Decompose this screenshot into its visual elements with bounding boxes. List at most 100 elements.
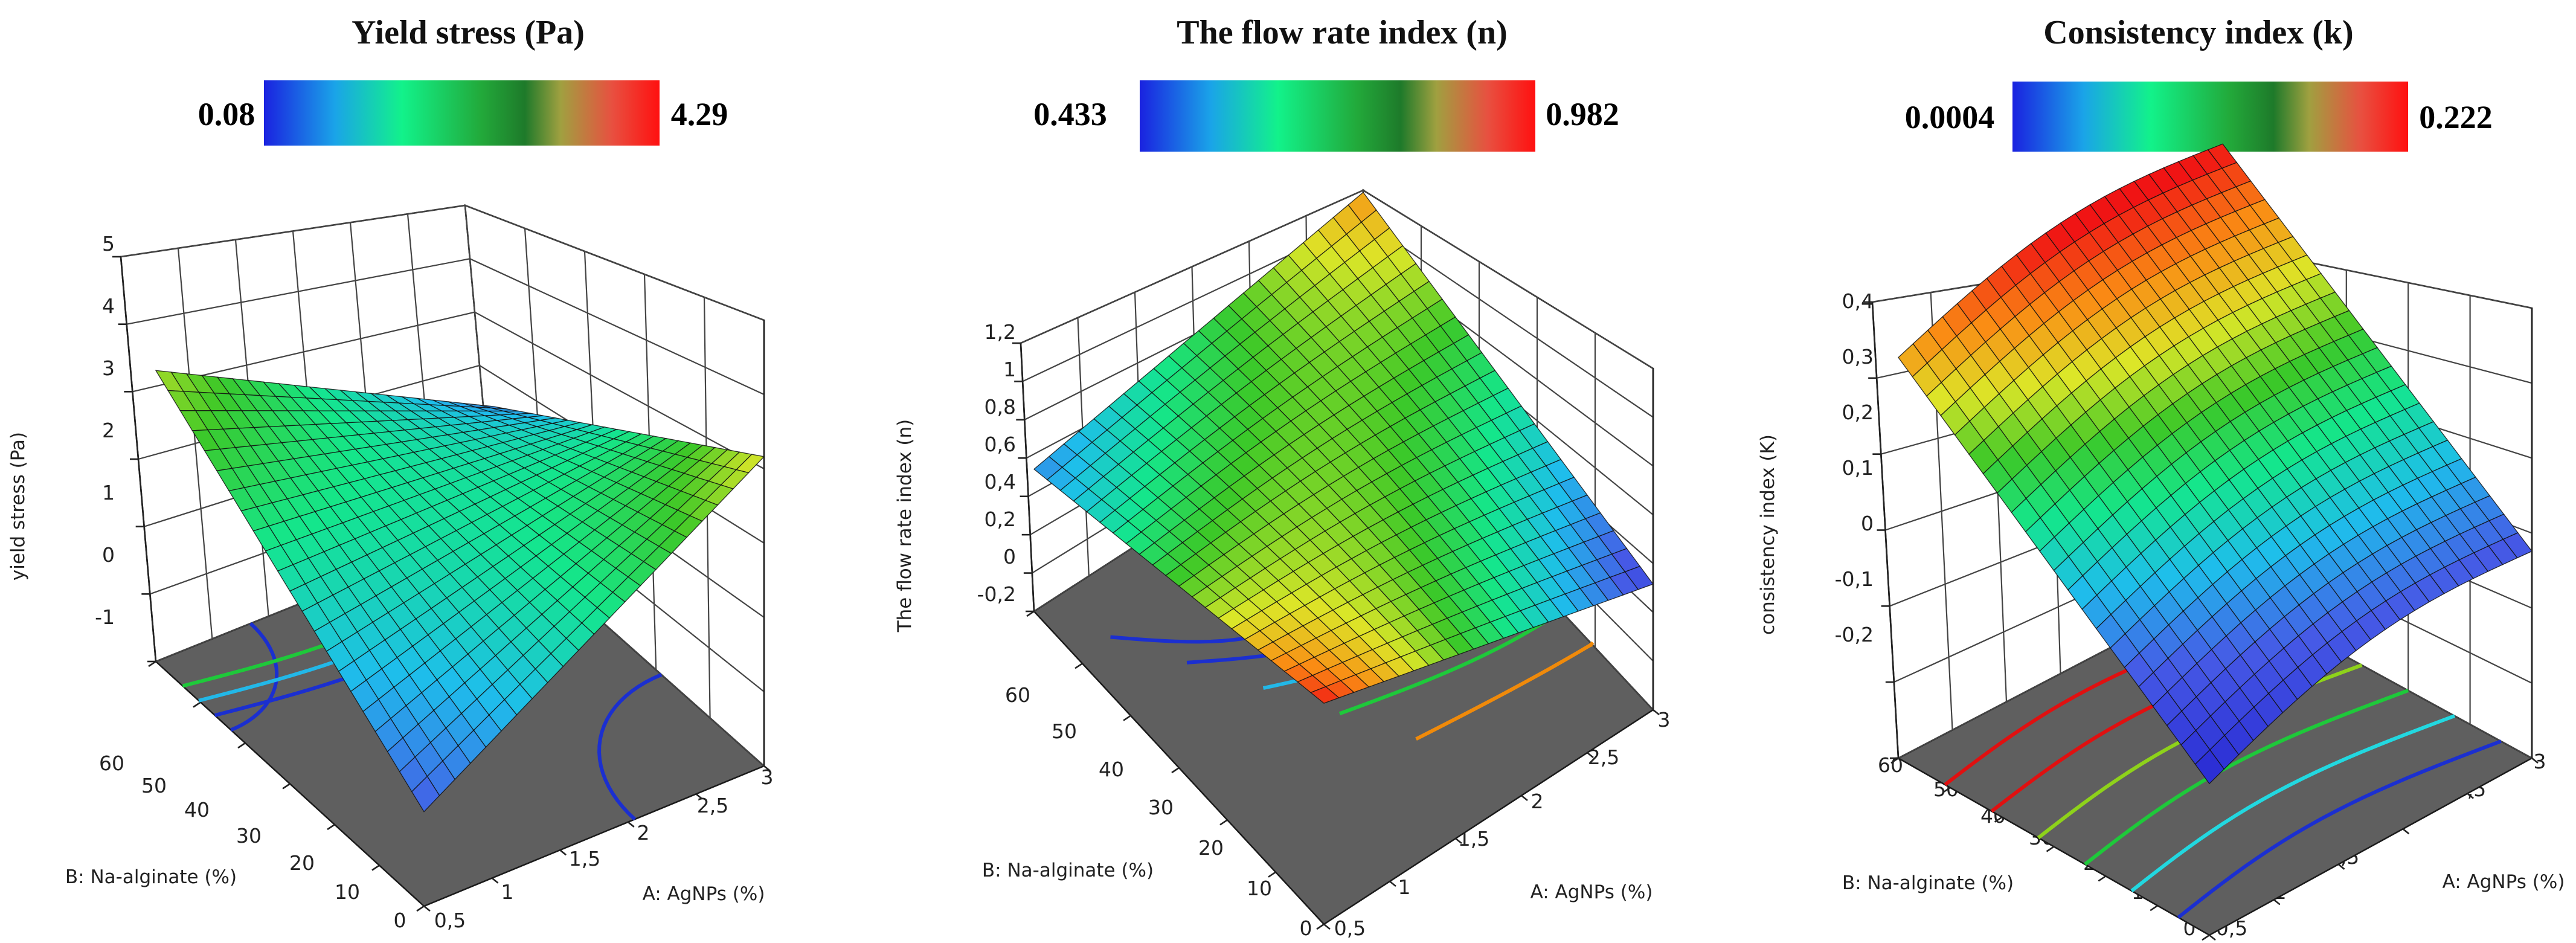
floor-contour-line [2084,689,2409,866]
z-tick-label: 0,8 [984,395,1016,419]
z-tick-labels: -0,2 0 0,2 0,4 0,6 0,8 1 1,2 [977,320,1016,606]
z-tick-label: -0,2 [1835,623,1874,646]
z-tick-label: 1 [102,481,115,504]
x-tick-label: 0,5 [434,909,466,932]
colorbar [1140,80,1535,152]
z-tick-label: -1 [95,605,115,629]
x-tick-mark [695,793,703,800]
y-tick-labels: 0 10 20 30 40 50 60 [99,752,406,932]
colorbar-min-label: 0.433 [1033,96,1107,132]
x-tick-mark [1389,880,1396,887]
y-tick-label: 40 [1099,758,1124,781]
y-tick-mark [327,823,335,831]
floor-contour-line [2177,739,2502,919]
colorbar-min-label: 0.08 [198,96,255,132]
y-tick-label: 50 [1052,719,1077,743]
z-tick-label: 5 [102,232,115,256]
z-tick-label: 0 [1861,512,1874,535]
z-tick-label: 0,4 [984,470,1016,494]
y-tick-mark [237,742,246,749]
z-tick-label: 0 [102,543,115,567]
x-tick-mark [1521,794,1528,802]
y-tick-mark [2150,905,2158,912]
x-tick-mark [627,821,635,828]
panel-yield-stress: Yield stress (Pa) 0.08 4.29 -1 0 1 2 3 4… [7,14,774,932]
chart-title: Yield stress (Pa) [352,14,585,51]
y-tick-label: 60 [99,752,124,775]
colorbar [2012,82,2408,152]
x-tick-mark [1587,752,1594,759]
y-tick-label: 30 [1148,796,1174,819]
panel-flow-rate-index: The flow rate index (n) 0.433 0.982 -0,2… [894,14,1671,940]
x-tick-label: 2 [637,821,650,845]
y-axis-label: B: Na-alginate (%) [1842,872,2014,894]
z-tick-label: -0,2 [977,582,1016,606]
z-tick-label: 0,6 [984,433,1016,456]
z-tick-label: 0 [1003,545,1016,568]
z-axis-label: yield stress (Pa) [7,432,29,581]
x-tick-label: 1,5 [569,847,600,871]
floor-contour-line [230,622,279,732]
surface-cell [2194,749,2225,785]
z-tick-label: 1,2 [984,320,1016,344]
y-tick-mark [1074,663,1083,669]
y-tick-label: 40 [184,798,210,822]
y-tick-mark [2098,875,2107,882]
x-tick-mark [559,849,567,856]
y-tick-label: 20 [289,851,315,875]
plot-consistency-index [1864,143,2539,941]
x-tick-mark [1653,709,1660,716]
y-tick-mark [1219,819,1228,826]
floor-contour-line [2130,714,2456,893]
floor-contour-line [1415,641,1595,741]
y-tick-mark [1171,767,1180,774]
z-tick-label: 2 [102,419,115,442]
colorbar [264,80,660,146]
y-axis-label: B: Na-alginate (%) [982,860,1154,881]
response-surface [1033,191,1654,704]
x-tick-mark [2467,793,2475,799]
z-axis-label: consistency index (K) [1757,434,1779,635]
panel-consistency-index: Consistency index (k) 0.0004 0.222 -0,2 … [1757,14,2565,940]
x-axis-label: A: AgNPs (%) [643,883,765,905]
x-tick-label: 3 [2534,750,2546,773]
colorbar-max-label: 0.982 [1546,96,1619,132]
x-axis-label: A: AgNPs (%) [1531,881,1653,903]
x-tick-label: 0,5 [1334,916,1366,940]
y-tick-label: 30 [236,824,262,848]
z-axis-line [120,256,157,662]
y-tick-label: 0 [1300,916,1312,940]
y-tick-mark [148,660,156,668]
surface-cell [411,776,440,813]
z-axis-line [1020,343,1035,612]
y-tick-mark [193,701,201,708]
y-tick-mark [1942,787,1951,793]
y-tick-mark [1123,715,1131,721]
x-axis-label: A: AgNPs (%) [2443,871,2565,893]
z-tick-label: 0,2 [984,507,1016,531]
y-tick-mark [2046,846,2055,852]
z-tick-labels: -0,2 -0,1 0 0,1 0,2 0,3 0,4 [1835,289,1874,646]
y-tick-mark [2202,934,2210,941]
x-tick-label: 2,5 [697,794,728,817]
x-tick-mark [423,905,431,912]
z-axis-label: The flow rate index (n) [894,419,916,633]
y-tick-mark [416,905,425,912]
x-tick-mark [1455,837,1462,845]
x-tick-mark [491,877,499,884]
z-axis-line [1871,301,1900,759]
y-tick-labels: 0 10 20 30 40 50 60 [1005,683,1312,940]
z-tick-label: 0,4 [1842,289,1874,313]
plot-yield-stress [112,204,771,912]
chart-title: The flow rate index (n) [1177,14,1508,51]
y-axis-label: B: Na-alginate (%) [65,866,237,888]
response-surface [155,370,765,813]
x-tick-labels: 0,5 1 1,5 2 2,5 3 [434,765,774,932]
y-tick-mark [1026,610,1035,617]
x-tick-mark [2531,757,2539,764]
y-tick-mark [1994,816,2003,823]
y-tick-mark [1268,871,1276,878]
y-tick-label: 60 [1005,683,1030,707]
x-tick-mark [1323,923,1331,930]
